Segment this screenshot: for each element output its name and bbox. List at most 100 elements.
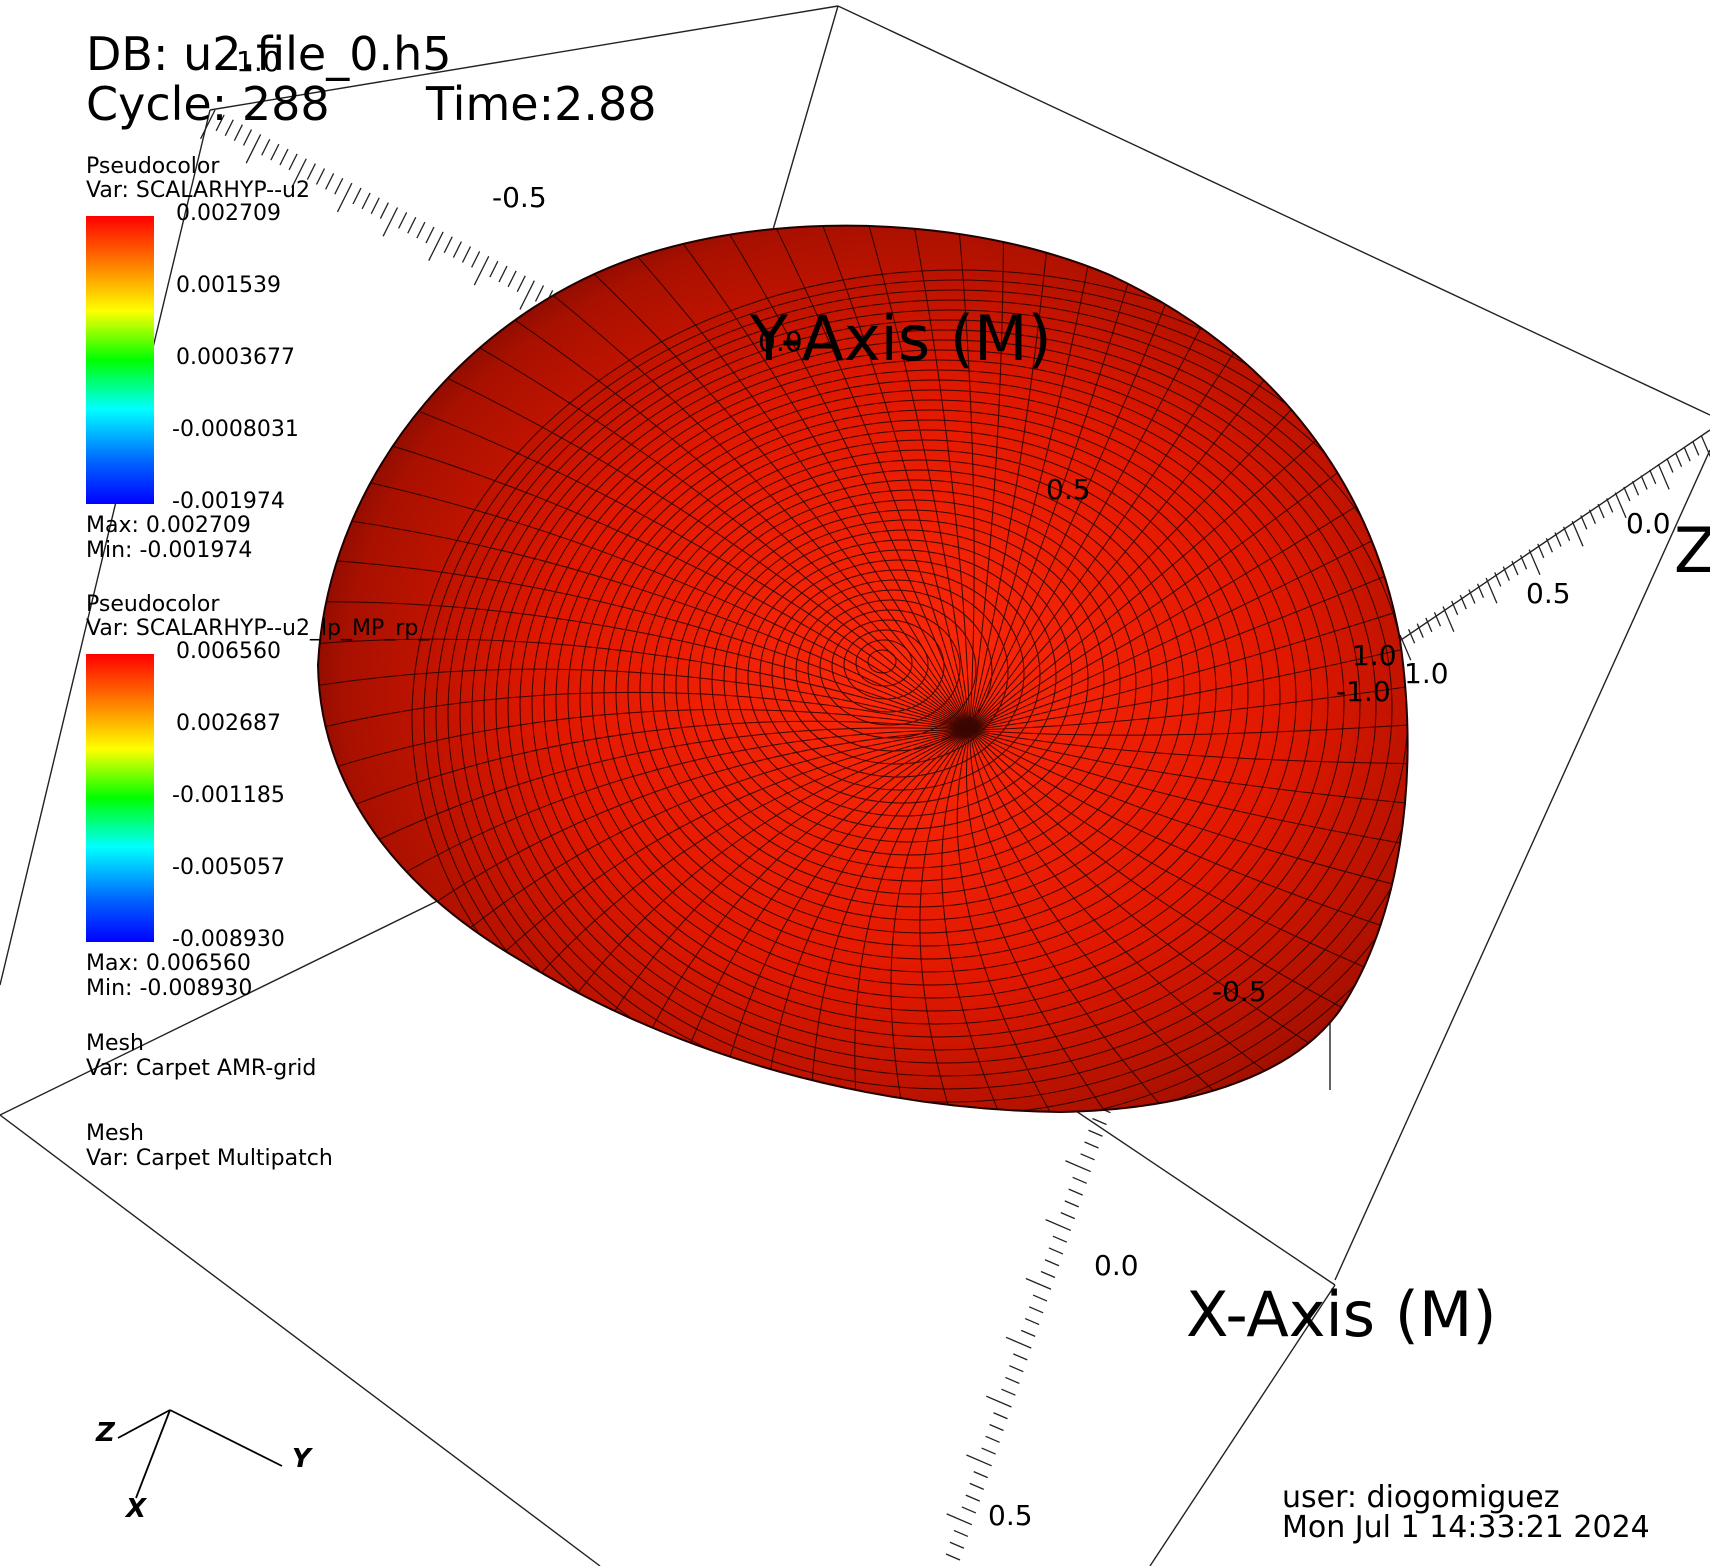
mesh-line: [723, 529, 1089, 830]
axis-tick: [1563, 526, 1571, 542]
axis-tick: [1068, 1188, 1083, 1196]
axis-tick: [1597, 503, 1605, 519]
mesh-line: [318, 709, 971, 816]
legend-1-tick: 0.002709: [176, 201, 281, 226]
axis-tick: [200, 109, 216, 140]
mesh-line: [879, 225, 971, 731]
mesh-line: [318, 668, 971, 731]
mesh-line: [969, 225, 1177, 731]
mesh-line: [969, 729, 1331, 1113]
axis-tick: [315, 168, 326, 185]
mesh-line: [969, 555, 1408, 731]
triad-x-label: X: [126, 1494, 147, 1524]
axis-tick: [416, 221, 426, 239]
axis-tick: [519, 280, 535, 310]
mesh-line: [890, 729, 971, 1113]
mesh-line: [807, 599, 977, 739]
user-label: user: diogomiguez: [1282, 1480, 1560, 1515]
mesh-line: [698, 225, 971, 731]
legend-1-tick: 0.001539: [176, 273, 281, 298]
axis-tick: [1065, 1160, 1091, 1173]
axis-tick: [1623, 486, 1631, 502]
mesh-line: [698, 729, 971, 1113]
mesh-line: [663, 479, 1169, 895]
mesh-line: [969, 729, 1408, 866]
axis-tick: [1020, 1329, 1036, 1337]
axis-tick: [361, 192, 371, 210]
legend-3-variable: Var: Carpet AMR-grid: [86, 1056, 317, 1081]
legend-1-tick: -0.001974: [172, 489, 285, 514]
mesh-line: [411, 269, 1408, 1113]
axis-tick: [425, 226, 435, 244]
axis-tick: [306, 163, 316, 180]
axis-tick: [1028, 1306, 1044, 1314]
mesh-line: [969, 659, 1408, 731]
axis-tick: [1468, 589, 1476, 604]
axis-tick: [1032, 1294, 1048, 1302]
axis-tick: [1052, 1235, 1068, 1243]
axis-tick-label: 0.5: [1526, 577, 1571, 610]
axis-tick: [1442, 606, 1455, 632]
axis-tick-label: -0.5: [492, 181, 547, 214]
axis-tick: [1554, 532, 1562, 547]
mesh-line: [627, 449, 1217, 934]
mesh-line: [711, 519, 1105, 843]
axis-tick: [489, 260, 499, 278]
mesh-line: [969, 454, 1408, 731]
axis-tick: [1683, 446, 1691, 462]
mesh-line: [969, 504, 1408, 731]
timestamp-label: Mon Jul 1 14:33:21 2024: [1282, 1510, 1650, 1545]
axis-tick-label: 0.0: [1094, 1249, 1139, 1282]
mesh-line: [969, 406, 1408, 731]
legend-2-tick: -0.008930: [172, 927, 285, 952]
axis-tick: [1614, 492, 1627, 519]
axis-tick-label: 0.0: [1626, 507, 1671, 540]
axis-tick: [1092, 1117, 1107, 1126]
legend-2-tick: 0.002687: [176, 711, 281, 736]
axis-tick: [1072, 1176, 1087, 1184]
legend-2-tick: 0.006560: [176, 639, 281, 664]
axis-tick: [407, 216, 417, 234]
axis-tick: [1005, 1376, 1020, 1385]
axis-tick: [215, 114, 225, 132]
axis-tick: [1580, 515, 1588, 530]
mesh-line: [854, 729, 971, 1113]
axis-tick-label: -1.0: [1336, 675, 1391, 708]
legend-1-variable: Var: SCALARHYP--u2: [86, 178, 310, 203]
mesh-line: [757, 225, 971, 731]
mesh-line: [867, 649, 897, 674]
axis-tick: [242, 129, 253, 146]
axis-tick: [498, 265, 508, 283]
axis-tick: [291, 158, 307, 188]
legend-2-plot-type: Pseudocolor: [86, 592, 220, 617]
axis-tick: [1088, 1129, 1103, 1137]
mesh-line: [735, 539, 1073, 817]
mesh-line: [969, 225, 1062, 731]
mesh-line: [771, 569, 1025, 778]
legend-1-colorbar: [86, 216, 154, 504]
legend-4-plot-type: Mesh: [86, 1121, 144, 1146]
axis-tick: [981, 1447, 996, 1455]
mesh-line: [969, 729, 1408, 1047]
mesh-line: [519, 359, 1361, 1051]
axis-tick: [534, 285, 545, 302]
cycle-label: Cycle: 288: [86, 77, 330, 131]
legend-2-colorbar: [86, 654, 154, 942]
axis-tick: [1649, 469, 1657, 485]
mesh-line: [435, 289, 1408, 1113]
axis-tick: [1502, 566, 1510, 581]
mesh-line: [969, 225, 1120, 731]
axis-tick: [949, 1541, 965, 1549]
axis-tick: [1064, 1200, 1080, 1208]
mesh-line: [969, 711, 1408, 736]
mesh-line: [969, 729, 1282, 1113]
mesh-line: [318, 691, 971, 765]
mesh-line: [640, 225, 971, 731]
mesh-line: [956, 729, 1120, 1113]
mesh-line: [603, 429, 1249, 960]
axis-tick: [1044, 1259, 1060, 1267]
axis-tick: [1519, 555, 1528, 570]
axis-tick: [1511, 560, 1519, 576]
axis-tick: [325, 173, 335, 190]
